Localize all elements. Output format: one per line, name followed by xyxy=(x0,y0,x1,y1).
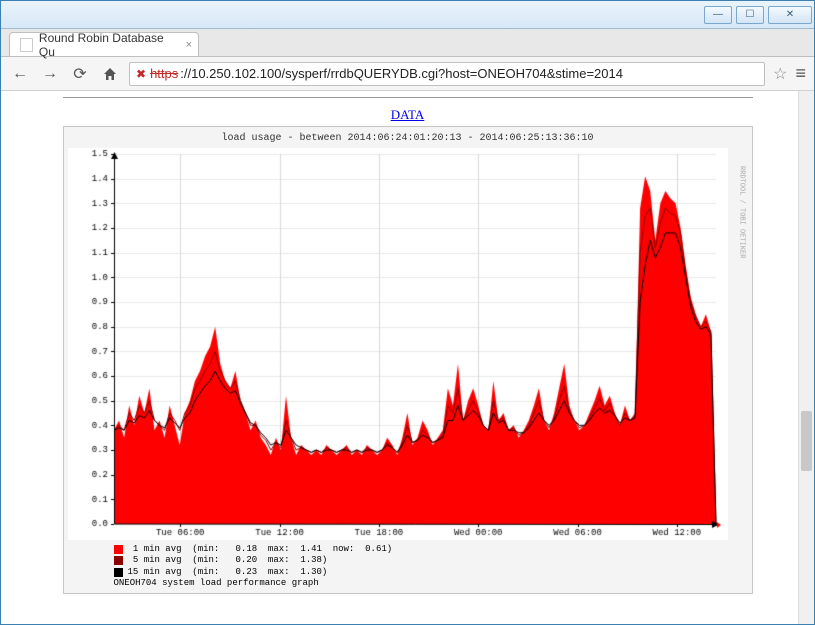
scrollbar-thumb[interactable] xyxy=(801,411,812,471)
tab-title: Round Robin Database Qu xyxy=(39,31,170,59)
browser-window: — ☐ ✕ Round Robin Database Qu × ← → ⟳ ✖ … xyxy=(0,0,815,625)
url-scheme: https xyxy=(150,66,178,81)
browser-toolbar: ← → ⟳ ✖ https ://10.250.102.100/sysperf/… xyxy=(1,57,814,91)
legend-row: 15 min avg (min: 0.23 max: 1.30) xyxy=(114,567,748,578)
page-content: DATA load usage - between 2014:06:24:01:… xyxy=(63,91,753,594)
chart-container: load usage - between 2014:06:24:01:20:13… xyxy=(63,126,753,594)
minimize-button[interactable]: — xyxy=(704,6,732,24)
reload-button[interactable]: ⟳ xyxy=(69,63,91,85)
tab-strip: Round Robin Database Qu × xyxy=(1,29,814,57)
legend-swatch xyxy=(114,568,123,577)
tab-favicon xyxy=(20,38,33,52)
chart-canvas xyxy=(68,148,728,540)
url-text: ://10.250.102.100/sysperf/rrdbQUERYDB.cg… xyxy=(180,66,623,81)
chart-canvas-wrap: RRDTOOL / TOBI OETIKER xyxy=(68,148,748,540)
browser-tab[interactable]: Round Robin Database Qu × xyxy=(9,32,199,56)
legend-row: 1 min avg (min: 0.18 max: 1.41 now: 0.61… xyxy=(114,544,748,555)
divider xyxy=(63,97,753,98)
chart-title: load usage - between 2014:06:24:01:20:13… xyxy=(68,131,748,148)
legend-text: 15 min avg (min: 0.23 max: 1.30) xyxy=(128,567,328,578)
home-icon xyxy=(102,66,118,82)
window-titlebar: — ☐ ✕ xyxy=(1,1,814,29)
chart-watermark: RRDTOOL / TOBI OETIKER xyxy=(738,166,746,258)
scrollbar-vertical[interactable] xyxy=(798,91,814,624)
legend-row: 5 min avg (min: 0.20 max: 1.38) xyxy=(114,555,748,566)
legend-swatch xyxy=(114,556,123,565)
page-viewport: DATA load usage - between 2014:06:24:01:… xyxy=(1,91,814,624)
legend-text: 5 min avg (min: 0.20 max: 1.38) xyxy=(128,555,328,566)
maximize-button[interactable]: ☐ xyxy=(736,6,764,24)
back-button[interactable]: ← xyxy=(9,63,31,85)
home-button[interactable] xyxy=(99,63,121,85)
legend-text: 1 min avg (min: 0.18 max: 1.41 now: 0.61… xyxy=(128,544,393,555)
legend-swatch xyxy=(114,545,123,554)
chart-footer: ONEOH704 system load performance graph xyxy=(114,578,748,589)
insecure-icon: ✖ xyxy=(136,67,146,81)
forward-button[interactable]: → xyxy=(39,63,61,85)
data-link-row: DATA xyxy=(63,106,753,124)
tab-close-icon[interactable]: × xyxy=(186,39,192,51)
menu-button[interactable]: ≡ xyxy=(795,63,806,84)
data-link[interactable]: DATA xyxy=(391,107,425,122)
chart-legend: 1 min avg (min: 0.18 max: 1.41 now: 0.61… xyxy=(68,540,748,589)
close-window-button[interactable]: ✕ xyxy=(768,6,812,24)
address-bar[interactable]: ✖ https ://10.250.102.100/sysperf/rrdbQU… xyxy=(129,62,765,86)
bookmark-button[interactable]: ☆ xyxy=(773,64,787,84)
